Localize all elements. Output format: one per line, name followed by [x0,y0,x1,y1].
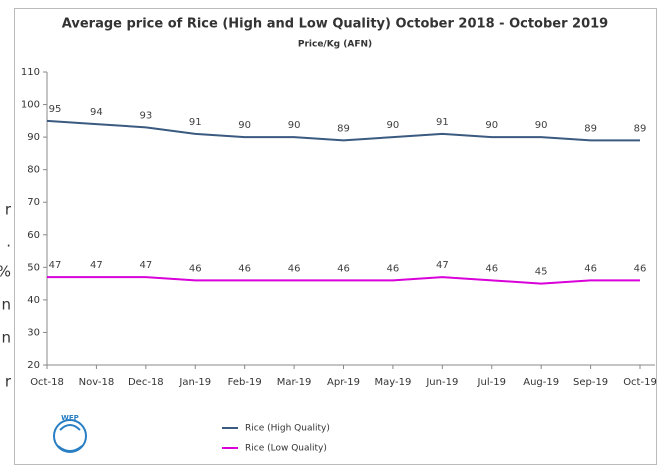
series-line [47,276,640,285]
x-tick-label: Mar-19 [277,377,312,388]
data-label: 46 [238,263,251,274]
data-label: 46 [189,263,202,274]
side-text: % [0,263,11,281]
x-tick-label: Jun-19 [425,377,458,388]
wfp-logo: WFP [53,414,87,453]
y-tick-label: 100 [21,100,40,111]
data-label: 90 [238,120,251,131]
side-text: n [1,329,11,347]
logo-leaves [57,424,83,452]
data-label: 90 [288,120,301,131]
data-label: 94 [90,107,103,118]
y-tick-label: 30 [27,327,40,338]
y-tick-label: 60 [27,230,40,241]
data-label: 91 [436,117,449,128]
x-tick-label: May-19 [374,377,411,388]
data-label: 89 [337,123,350,134]
series-line [46,119,640,142]
chart-title: Average price of Rice (High and Low Qual… [62,17,608,32]
data-label: 95 [49,104,62,115]
side-text: . [6,233,11,251]
data-label: 46 [584,263,597,274]
y-tick-label: 110 [21,67,40,78]
logo-text: WFP [61,414,79,422]
data-label: 46 [634,263,647,274]
y-tick-label: 50 [27,262,40,273]
data-label: 89 [584,123,597,134]
x-tick-label: Aug-19 [523,377,559,388]
data-label: 89 [634,123,647,134]
y-tick-label: 20 [27,360,40,371]
side-text: r [5,201,12,219]
x-tick-label: Oct-18 [30,377,64,388]
data-label: 46 [337,263,350,274]
data-label: 46 [387,263,400,274]
x-tick-label: Jan-19 [178,377,211,388]
data-label: 93 [139,110,152,121]
x-tick-label: Sep-19 [573,377,608,388]
data-label: 47 [90,260,103,271]
y-tick-label: 40 [27,295,40,306]
data-label: 46 [485,263,498,274]
side-text: r [5,373,12,391]
data-label: 47 [436,260,449,271]
y-tick-label: 70 [27,197,40,208]
data-label: 91 [189,117,202,128]
side-text: n [1,296,11,314]
legend-label: Rice (Low Quality) [245,444,327,454]
data-label: 47 [139,260,152,271]
x-tick-label: Dec-18 [128,377,164,388]
x-tick-label: Nov-18 [79,377,115,388]
y-tick-label: 90 [27,132,40,143]
x-tick-label: Jul-19 [477,377,506,388]
x-tick-label: Feb-19 [228,377,262,388]
data-label: 90 [535,120,548,131]
data-label: 90 [387,120,400,131]
data-label: 90 [485,120,498,131]
x-tick-label: Apr-19 [327,377,360,388]
legend-label: Rice (High Quality) [245,424,330,434]
y-tick-label: 80 [27,165,40,176]
x-tick-label: Oct-19 [623,377,657,388]
chart-subtitle: Price/Kg (AFN) [298,40,372,50]
data-label: 45 [535,267,548,278]
data-label: 46 [288,263,301,274]
chart-frame [14,8,657,465]
data-label: 47 [49,260,62,271]
